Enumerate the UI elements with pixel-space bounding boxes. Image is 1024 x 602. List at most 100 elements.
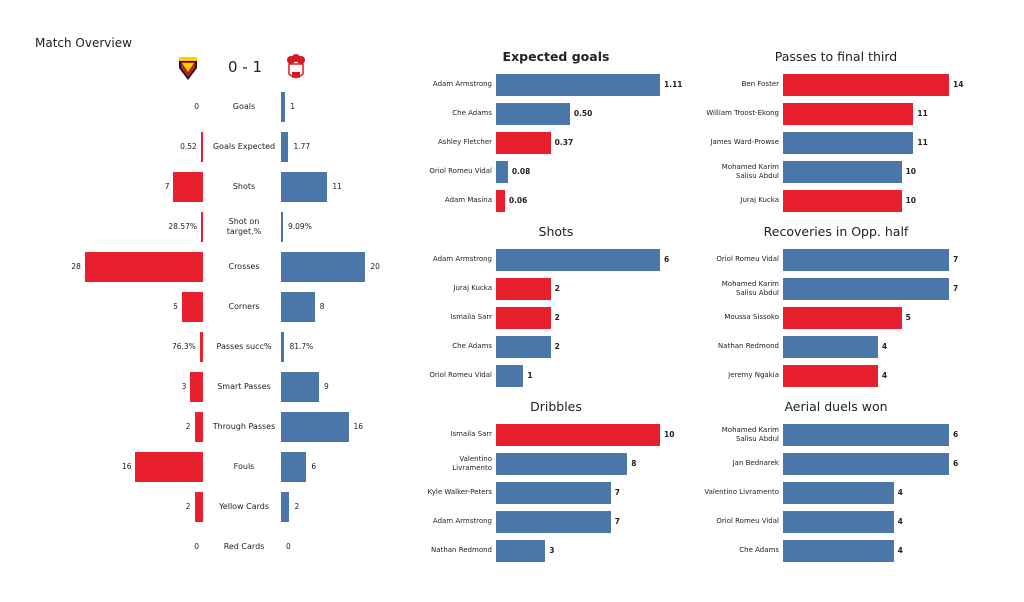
bar-value-label: 0.50 <box>573 109 593 118</box>
home-bar <box>84 252 203 282</box>
stat-label: Yellow Cards <box>218 502 270 511</box>
player-name: Jan Bednarek <box>732 459 779 467</box>
player-name: Jeremy Ngakia <box>728 371 779 379</box>
player-bar <box>496 74 660 96</box>
player-bar <box>496 161 508 183</box>
player-name: Moussa Sissoko <box>724 313 779 321</box>
player-name: Mohamed Karim Salisu Abdul <box>721 280 779 297</box>
player-bar <box>783 74 949 96</box>
home-bar <box>181 292 203 322</box>
away-value: 1 <box>290 102 295 111</box>
bar-value-label: 11 <box>917 109 928 118</box>
bar-value-label: 4 <box>897 517 903 526</box>
bar-value-label: 4 <box>881 342 888 351</box>
player-bar <box>496 540 546 562</box>
player-name: Oriol Romeu Vidal <box>429 371 492 379</box>
stat-label: Passes succ% <box>216 342 272 351</box>
player-bar <box>496 278 551 300</box>
player-name: Ismaila Sarr <box>450 313 492 321</box>
home-bar <box>190 372 203 402</box>
bar-value-label: 7 <box>953 255 959 264</box>
home-bar <box>199 332 203 362</box>
away-bar <box>281 452 307 482</box>
away-value: 0 <box>286 542 291 551</box>
away-value: 9.09% <box>288 222 312 231</box>
home-value: 3 <box>181 382 187 391</box>
player-bar <box>783 103 914 125</box>
chart-title: Expected goals <box>502 49 610 64</box>
player-bar <box>783 249 949 271</box>
bar-value-label: 10 <box>905 167 916 176</box>
player-name: Nathan Redmond <box>718 342 779 350</box>
player-bar <box>783 365 878 387</box>
player-bar <box>783 132 914 154</box>
bar-value-label: 7 <box>953 284 959 293</box>
player-name: William Troost-Ekong <box>706 109 779 117</box>
player-bar <box>783 336 878 358</box>
player-bar <box>496 307 551 329</box>
player-name: Che Adams <box>452 109 492 117</box>
southampton-crest-icon <box>287 54 305 79</box>
player-name: Nathan Redmond <box>431 546 492 554</box>
player-name: Adam Armstrong <box>432 517 492 525</box>
player-bar <box>496 249 660 271</box>
bar-value-label: 1.11 <box>664 80 683 89</box>
player-bar <box>783 278 949 300</box>
player-name: Oriol Romeu Vidal <box>716 255 779 263</box>
chart-title: Aerial duels won <box>784 399 888 414</box>
away-bar <box>281 132 289 162</box>
away-value: 1.77 <box>293 142 311 151</box>
away-bar <box>281 252 366 282</box>
player-name: Ismaila Sarr <box>450 430 492 438</box>
player-name: Mohamed Karim Salisu Abdul <box>721 163 779 180</box>
stat-label: Goals <box>232 102 256 111</box>
away-bar <box>281 292 315 322</box>
player-name: Kyle Walker-Peters <box>427 488 492 496</box>
chart-title: Recoveries in Opp. half <box>763 224 909 239</box>
watford-crest-icon <box>179 57 197 80</box>
player-bar <box>783 453 949 475</box>
player-bar <box>783 482 894 504</box>
player-bar <box>496 511 611 533</box>
player-name: Mohamed Karim Salisu Abdul <box>721 426 779 443</box>
bar-value-label: 0.06 <box>508 196 528 205</box>
bar-value-label: 3 <box>549 546 555 555</box>
home-value: 7 <box>164 182 170 191</box>
player-name: Che Adams <box>452 342 492 350</box>
player-bar <box>496 336 551 358</box>
home-value: 2 <box>185 502 191 511</box>
bar-value-label: 7 <box>614 488 621 497</box>
player-bar <box>783 161 902 183</box>
home-bar <box>135 452 203 482</box>
player-bar <box>783 190 902 212</box>
bar-value-label: 2 <box>554 284 560 293</box>
bar-value-label: 6 <box>953 430 959 439</box>
player-name: Adam Armstrong <box>432 255 492 263</box>
bar-value-label: 10 <box>664 430 675 439</box>
chart-title: Passes to final third <box>774 49 898 64</box>
bar-value-label: 1 <box>527 371 533 380</box>
stat-label: Through Passes <box>212 422 276 431</box>
bar-value-label: 14 <box>953 80 964 89</box>
home-value: 0.52 <box>180 142 197 151</box>
player-bar <box>496 132 551 154</box>
player-name: Oriol Romeu Vidal <box>429 167 492 175</box>
stat-label: Crosses <box>228 262 260 271</box>
bar-value-label: 0.08 <box>511 167 531 176</box>
player-name: Adam Masina <box>444 196 492 204</box>
away-bar <box>281 212 283 242</box>
player-bar <box>496 424 660 446</box>
away-value: 16 <box>353 422 364 431</box>
player-bar <box>783 307 902 329</box>
player-name: Che Adams <box>739 546 779 554</box>
home-value: 16 <box>121 462 132 471</box>
away-bar <box>281 492 290 522</box>
stat-label: Shots <box>232 182 256 191</box>
away-value: 20 <box>370 262 380 271</box>
away-value: 6 <box>311 462 317 471</box>
player-name: Juraj Kucka <box>453 284 492 292</box>
player-bar <box>783 511 894 533</box>
home-value: 0 <box>194 542 199 551</box>
home-value: 28 <box>71 262 81 271</box>
home-value: 76.3% <box>171 342 196 351</box>
